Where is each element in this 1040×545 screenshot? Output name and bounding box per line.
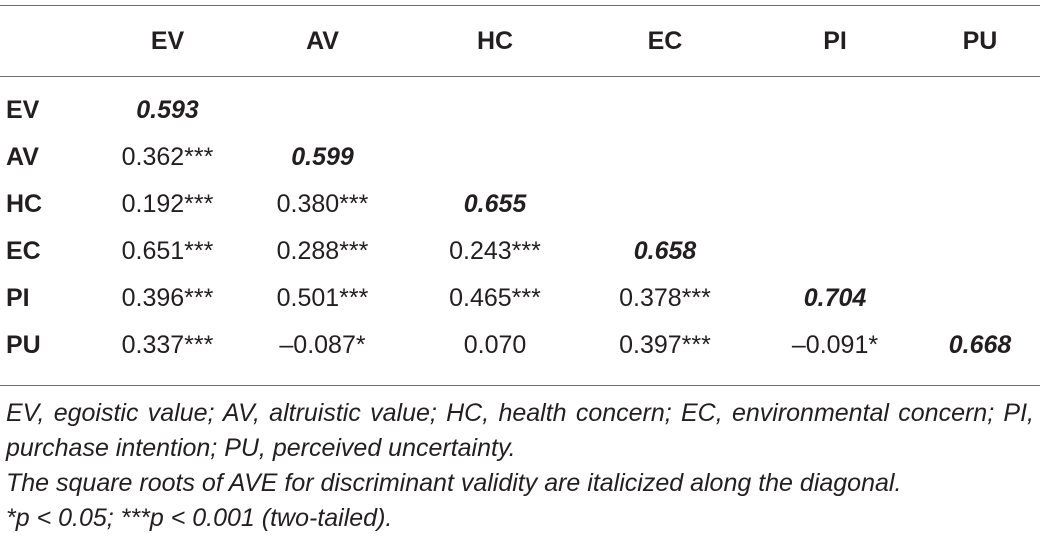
cell-value: 0.501*** [276, 284, 369, 312]
cell-empty [580, 76, 750, 134]
cell-value: 0.378*** [619, 284, 711, 312]
cell-diagonal: 0.658 [633, 237, 697, 265]
cell-empty [750, 134, 920, 181]
cell-value: 0.070 [463, 331, 527, 359]
cell-empty [920, 181, 1040, 228]
cell-value: 0.465*** [449, 284, 541, 312]
table-row-av: AV 0.362*** 0.599 [0, 134, 1040, 181]
table-header-rule [0, 76, 1040, 77]
table-row-pi: PI 0.396*** 0.501*** 0.465*** 0.378*** 0… [0, 275, 1040, 322]
cell-empty [920, 228, 1040, 275]
cell-diagonal: 0.655 [463, 190, 527, 218]
cell-empty [235, 76, 410, 134]
cell-value: 0.337*** [121, 331, 214, 359]
footnote-diagonal: The square roots of AVE for discriminant… [6, 469, 902, 497]
table-row-ec: EC 0.651*** 0.288*** 0.243*** 0.658 [0, 228, 1040, 275]
column-header-ev: EV [150, 26, 185, 55]
table-header-row: EV AV HC EC PI PU [0, 6, 1040, 76]
cell-value: 0.362*** [121, 143, 214, 171]
cell-diagonal: 0.593 [136, 95, 199, 124]
row-header-pi: PI [6, 284, 30, 312]
column-header-av: AV [306, 26, 339, 55]
cell-empty [920, 275, 1040, 322]
table-row-ev: EV 0.593 [0, 76, 1040, 134]
cell-value: –0.087* [279, 331, 366, 359]
row-header-pu: PU [6, 331, 41, 359]
cell-empty [750, 181, 920, 228]
cell-empty [750, 228, 920, 275]
cell-value: 0.651*** [121, 237, 214, 265]
cell-empty [580, 134, 750, 181]
header-corner [0, 6, 100, 76]
cell-diagonal: 0.599 [291, 143, 354, 171]
cell-diagonal: 0.668 [948, 331, 1012, 359]
footnote-abbreviations: EV, egoistic value; AV, altruistic value… [6, 399, 1034, 462]
table-bottom-rule [0, 385, 1040, 386]
cell-empty [580, 181, 750, 228]
cell-value: –0.091* [791, 331, 879, 359]
table-row-pu: PU 0.337*** –0.087* 0.070 0.397*** –0.09… [0, 322, 1040, 369]
footnote-significance: *p < 0.05; ***p < 0.001 (two-tailed). [6, 504, 393, 532]
cell-empty [410, 134, 580, 181]
cell-value: 0.288*** [276, 237, 369, 265]
cell-value: 0.192*** [121, 190, 214, 218]
table-footnotes: EV, egoistic value; AV, altruistic value… [6, 396, 1034, 536]
cell-empty [410, 76, 580, 134]
correlation-table: EV AV HC EC PI PU EV 0.593 AV 0.362*** 0… [0, 6, 1040, 369]
table-row-hc: HC 0.192*** 0.380*** 0.655 [0, 181, 1040, 228]
row-header-ev: EV [6, 95, 40, 124]
column-header-hc: HC [476, 26, 514, 55]
table-top-rule [0, 5, 1040, 6]
cell-empty [750, 76, 920, 134]
row-header-hc: HC [6, 190, 43, 218]
cell-empty [920, 134, 1040, 181]
cell-diagonal: 0.704 [803, 284, 867, 312]
column-header-pi: PI [823, 26, 847, 55]
column-header-pu: PU [962, 26, 998, 55]
column-header-ec: EC [647, 26, 683, 55]
cell-value: 0.380*** [276, 190, 369, 218]
cell-value: 0.243*** [449, 237, 541, 265]
row-header-ec: EC [6, 237, 41, 265]
cell-empty [920, 76, 1040, 134]
row-header-av: AV [6, 143, 39, 171]
cell-value: 0.397*** [619, 331, 711, 359]
cell-value: 0.396*** [121, 284, 214, 312]
